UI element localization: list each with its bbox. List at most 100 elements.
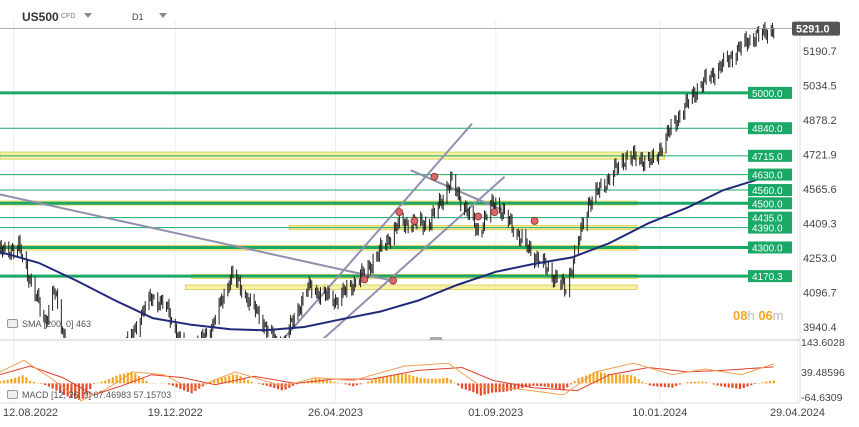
macd-histogram-bar — [10, 378, 13, 384]
macd-histogram-bar — [378, 378, 381, 384]
macd-histogram-bar — [322, 379, 325, 384]
macd-histogram-bar — [483, 383, 486, 395]
macd-histogram-bar — [539, 383, 543, 387]
macd-histogram-bar — [14, 377, 17, 384]
macd-histogram-bar — [464, 383, 467, 390]
macd-histogram-bar — [599, 372, 603, 384]
macd-histogram-bar — [479, 383, 482, 396]
macd-histogram-bar — [295, 383, 298, 385]
level-tag-bg — [748, 241, 792, 254]
macd-histogram-bar — [453, 382, 456, 384]
macd-histogram-bar — [382, 377, 385, 384]
level-tag-label: 4840.0 — [752, 124, 783, 135]
time-tick-label: 10.01.2024 — [632, 407, 687, 419]
macd-histogram-bar — [735, 383, 738, 389]
countdown-minutes: 06 — [758, 308, 773, 323]
macd-histogram-bar — [273, 383, 276, 389]
macd-tick-label: 143.6028 — [801, 337, 845, 349]
current-price-tag-label: 5291.0 — [796, 24, 830, 36]
macd-histogram-bar — [768, 380, 772, 384]
macd-histogram-bar — [528, 383, 531, 387]
price-tick-label: 5034.5 — [803, 80, 837, 92]
eye-icon[interactable] — [7, 390, 18, 399]
macd-histogram-bar — [468, 383, 471, 391]
touch-marker — [395, 208, 404, 217]
macd-histogram-bar — [753, 383, 757, 385]
macd-histogram-bar — [359, 383, 362, 385]
eye-icon[interactable] — [7, 319, 18, 328]
macd-histogram-bar — [6, 379, 9, 384]
price-plot — [0, 21, 775, 338]
macd-histogram-bar — [491, 383, 494, 393]
symbol-dropdown-caret-icon[interactable] — [84, 13, 92, 18]
sma-legend-label: SMA [200, 0] — [22, 319, 74, 329]
macd-histogram-bar — [228, 375, 231, 384]
macd-histogram-bar — [367, 381, 370, 384]
macd-histogram-bar — [581, 376, 584, 384]
touch-marker — [530, 217, 539, 225]
macd-histogram-bar — [385, 376, 389, 384]
macd-histogram-bar — [611, 374, 614, 384]
time-tick-label: 01.09.2023 — [468, 407, 523, 419]
macd-histogram-bar — [667, 383, 670, 388]
macd-histogram-bar — [250, 381, 253, 384]
sma-legend[interactable]: SMA [200, 0] 463 — [7, 319, 91, 329]
macd-legend-label: MACD [12, 26, 9] — [22, 390, 92, 400]
macd-histogram-bar — [686, 382, 689, 384]
macd-histogram-bar — [74, 383, 77, 399]
macd-histogram-bar — [678, 383, 682, 385]
macd-histogram-bar — [344, 383, 347, 385]
macd-histogram-bar — [209, 381, 212, 384]
macd-histogram-bar — [697, 381, 700, 384]
level-tag-bg — [748, 149, 792, 162]
touch-marker — [410, 217, 419, 225]
time-tick-label: 29.04.2024 — [770, 407, 825, 419]
trend-line — [282, 123, 473, 338]
timeframe-selector[interactable]: D1 — [132, 12, 144, 22]
macd-legend[interactable]: MACD [12, 26, 9] 67.46983 57.15703 — [7, 390, 171, 400]
panel-resize-handle — [430, 337, 442, 340]
touch-marker — [360, 275, 369, 284]
macd-histogram-bar — [246, 379, 250, 384]
macd-histogram-bar — [269, 383, 272, 387]
macd-histogram-bar — [761, 382, 764, 384]
macd-histogram-bar — [325, 379, 328, 384]
macd-histogram-bar — [352, 383, 355, 387]
timeframe-dropdown-caret-icon[interactable] — [159, 13, 167, 18]
macd-histogram-bar — [261, 383, 265, 385]
macd-line — [0, 359, 774, 402]
macd-histogram-bar — [92, 383, 96, 384]
macd-histogram-bar — [179, 383, 182, 389]
macd-histogram-bar — [746, 383, 749, 387]
chart-toolbar: US500 CFD D1 — [0, 0, 800, 34]
macd-histogram-bar — [629, 375, 633, 384]
macd-histogram-bar — [276, 383, 280, 390]
macd-histogram-bar — [122, 373, 126, 384]
price-tick-label: 3940.4 — [803, 322, 837, 334]
macd-histogram-bar — [224, 376, 227, 384]
macd-histogram-bar — [393, 374, 396, 384]
time-tick-label: 19.12.2022 — [148, 407, 203, 419]
macd-histogram-bar — [705, 382, 708, 384]
macd-histogram-bar — [389, 375, 392, 384]
macd-histogram-bar — [449, 379, 452, 384]
macd-histogram-bar — [592, 372, 595, 384]
symbol-selector[interactable]: US500 — [22, 10, 59, 24]
macd-histogram-bar — [690, 381, 693, 384]
macd-histogram-bar — [213, 379, 216, 384]
macd-histogram-bar — [618, 374, 621, 384]
macd-histogram-bar — [397, 374, 400, 384]
macd-histogram-bar — [400, 373, 404, 384]
level-tag-bg — [748, 211, 792, 224]
price-tick-label: 4721.9 — [803, 149, 837, 161]
level-tag-label: 4500.0 — [752, 199, 783, 210]
macd-histogram-bar — [141, 378, 144, 384]
level-tag-label: 4390.0 — [752, 224, 783, 235]
countdown-hours-unit: h — [747, 308, 755, 323]
macd-histogram-bar — [423, 378, 426, 384]
macd-histogram-bar — [675, 383, 678, 387]
macd-histogram-bar — [265, 383, 268, 386]
macd-histogram-bar — [239, 376, 242, 384]
macd-histogram-bar — [663, 383, 666, 388]
